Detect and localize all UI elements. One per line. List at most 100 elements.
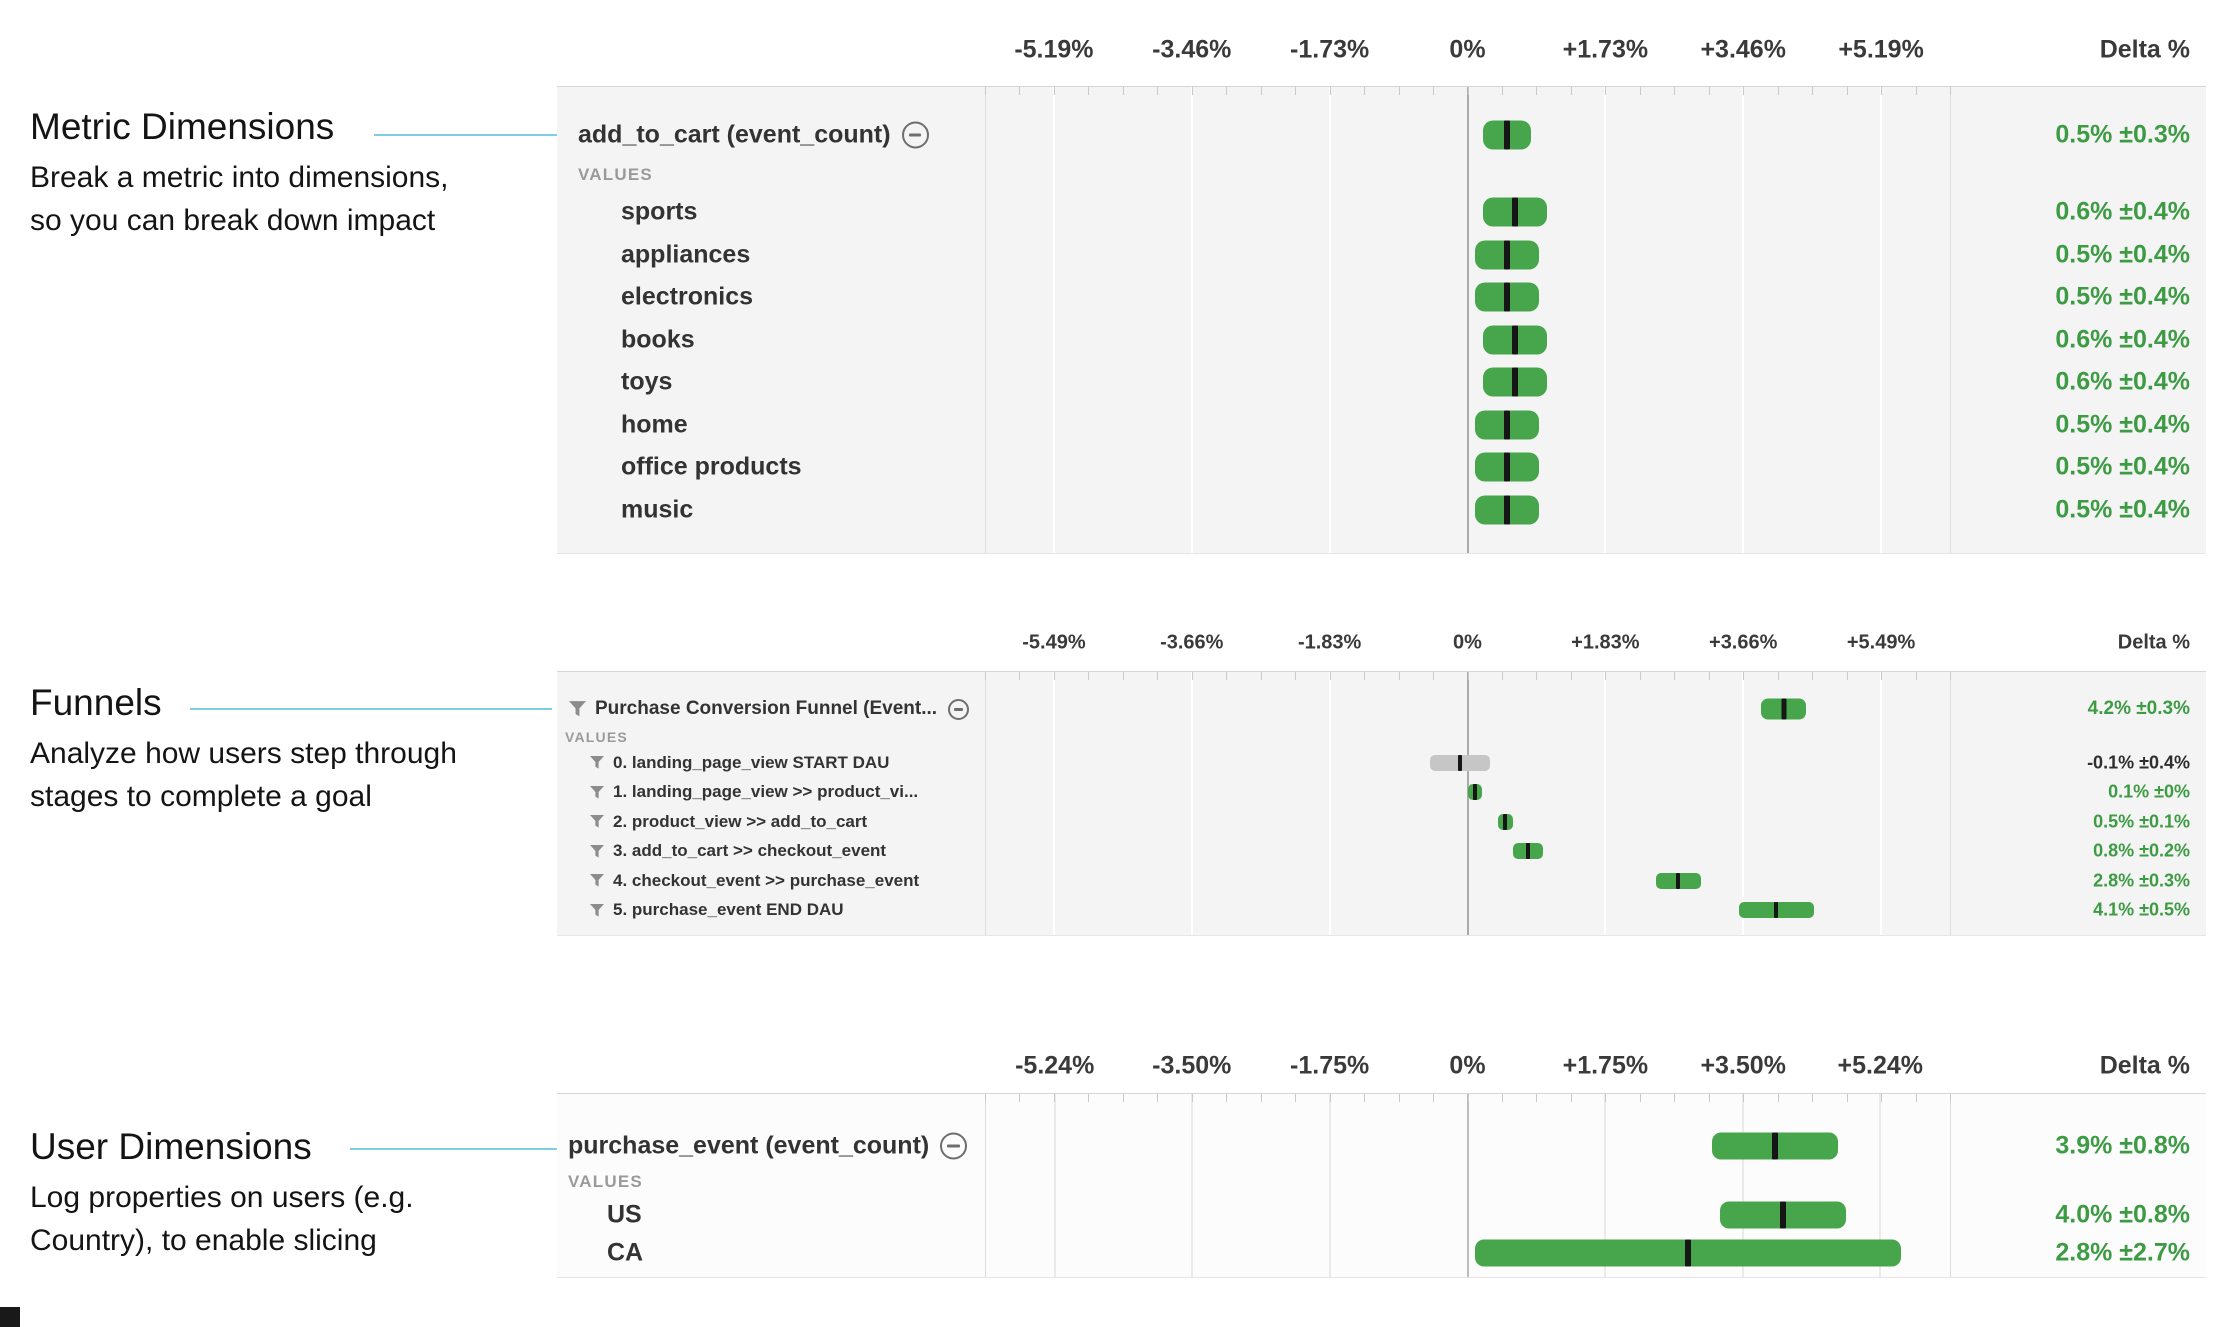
minus-circle-icon[interactable] <box>940 1132 968 1160</box>
axis-minor-tick <box>1467 1094 1469 1102</box>
row-label: Purchase Conversion Funnel (Event... <box>569 698 970 720</box>
delta-value: 0.5% ±0.1% <box>2093 811 2190 832</box>
dimension-row[interactable]: home 0.5% ±0.4% <box>557 404 2206 447</box>
axis-minor-tick <box>1053 87 1055 95</box>
axis-tick-label: -3.66% <box>1160 631 1224 654</box>
confidence-interval-bar <box>1483 325 1548 355</box>
minus-glyph <box>947 1144 961 1148</box>
axis-gridline <box>1742 672 1745 935</box>
confidence-interval-bar <box>1483 197 1548 227</box>
axis-minor-tick <box>1674 1094 1676 1102</box>
axis-gridline <box>1604 1094 1607 1277</box>
axis-minor-tick <box>1536 672 1538 680</box>
axis-minor-tick <box>1743 87 1745 95</box>
confidence-interval-bar <box>1512 843 1543 860</box>
row-label: 3. add_to_cart >> checkout_event <box>590 841 886 861</box>
delta-value: 0.6% ±0.4% <box>2055 367 2190 396</box>
confidence-interval-bar <box>1429 754 1491 771</box>
values-heading-row: VALUES <box>557 159 2206 191</box>
axis-minor-tick <box>1295 672 1297 680</box>
dimension-row[interactable]: sports 0.6% ±0.4% <box>557 191 2206 234</box>
axis-minor-tick <box>985 87 986 95</box>
delta-value: 3.9% ±0.8% <box>2055 1131 2190 1160</box>
axis-tick-label: -1.73% <box>1290 35 1370 64</box>
confidence-interval-bar <box>1475 282 1540 312</box>
axis-minor-tick <box>1639 1094 1641 1102</box>
funnel-icon <box>590 815 604 828</box>
row-label: 0. landing_page_view START DAU <box>590 753 889 773</box>
axis-minor-tick <box>1605 1094 1607 1102</box>
metric-header-row[interactable]: purchase_event (event_count) 3.9% ±0.8% <box>557 1124 2206 1168</box>
axis-minor-tick <box>1295 1094 1297 1102</box>
axis-tick-label: 0% <box>1449 35 1486 64</box>
dimension-row[interactable]: 4. checkout_event >> purchase_event 2.8% … <box>557 866 2206 896</box>
axis-minor-tick <box>1570 87 1572 95</box>
axis-minor-tick <box>1501 672 1503 680</box>
delta-value: 2.8% ±2.7% <box>2055 1238 2190 1267</box>
axis-gridline <box>1190 87 1193 553</box>
point-estimate-tick <box>1504 120 1511 150</box>
axis-minor-tick <box>1433 672 1435 680</box>
metric-header-row[interactable]: add_to_cart (event_count) 0.5% ±0.3% <box>557 111 2206 159</box>
dimension-row[interactable]: books 0.6% ±0.4% <box>557 319 2206 362</box>
row-label-text: 3. add_to_cart >> checkout_event <box>613 841 887 861</box>
axis-minor-tick <box>1226 87 1228 95</box>
row-label-text: 0. landing_page_view START DAU <box>613 752 890 772</box>
values-heading-row: VALUES <box>557 1168 2206 1196</box>
minus-glyph <box>953 707 964 711</box>
axis-minor-tick <box>1053 1094 1055 1102</box>
axis-minor-tick <box>1915 1094 1917 1102</box>
delta-value: 0.5% ±0.4% <box>2055 410 2190 439</box>
point-estimate-tick <box>1512 197 1519 227</box>
point-estimate-tick <box>1781 698 1787 720</box>
dimension-row[interactable]: music 0.5% ±0.4% <box>557 489 2206 532</box>
point-estimate-tick <box>1774 902 1779 919</box>
values-label: VALUES <box>578 165 653 184</box>
annotation-funnels: Funnels Analyze how users step through st… <box>30 682 457 818</box>
row-label-text: electronics <box>621 282 754 311</box>
confidence-interval-bar <box>1475 1239 1901 1267</box>
delta-value: 0.5% ±0.4% <box>2055 240 2190 269</box>
metric-header-row[interactable]: Purchase Conversion Funnel (Event... 4.2%… <box>557 692 2206 726</box>
rows-container: Purchase Conversion Funnel (Event... 4.2%… <box>557 672 2206 925</box>
axis-gridline <box>1879 1094 1882 1277</box>
axis-gridline <box>1328 87 1331 553</box>
axis-minor-tick <box>1157 1094 1159 1102</box>
dimension-row[interactable]: appliances 0.5% ±0.4% <box>557 234 2206 277</box>
dimension-row[interactable]: electronics 0.5% ±0.4% <box>557 276 2206 319</box>
confidence-interval-bar <box>1475 452 1540 482</box>
funnel-icon <box>569 701 586 717</box>
axis-tick-label: +3.50% <box>1700 1051 1786 1080</box>
dimension-row[interactable]: 5. purchase_event END DAU 4.1% ±0.5% <box>557 896 2206 926</box>
dimension-row[interactable]: 3. add_to_cart >> checkout_event 0.8% ±0.… <box>557 837 2206 867</box>
dimension-row[interactable]: 1. landing_page_view >> product_vi... 0.1… <box>557 778 2206 808</box>
delta-value: 0.6% ±0.4% <box>2055 325 2190 354</box>
row-label: toys <box>621 368 672 397</box>
annotation-metric-dimensions: Metric Dimensions Break a metric into di… <box>30 106 449 242</box>
axis-minor-tick <box>1536 87 1538 95</box>
row-label-text: music <box>621 495 694 524</box>
axis-gridline <box>1053 1094 1056 1277</box>
dimension-row[interactable]: 0. landing_page_view START DAU -0.1% ±0.4… <box>557 748 2206 778</box>
axis-minor-tick <box>1433 1094 1435 1102</box>
dimension-row[interactable]: office products 0.5% ±0.4% <box>557 446 2206 489</box>
values-label: VALUES <box>565 729 628 745</box>
axis-minor-tick <box>1191 1094 1193 1102</box>
dimension-row[interactable]: US 4.0% ±0.8% <box>557 1196 2206 1234</box>
dimension-row[interactable]: CA 2.8% ±2.7% <box>557 1234 2206 1272</box>
axis-minor-tick <box>1019 1094 1021 1102</box>
dimension-row[interactable]: toys 0.6% ±0.4% <box>557 361 2206 404</box>
row-label: sports <box>621 198 697 227</box>
grid-layer <box>557 87 2206 553</box>
row-label-text: 4. checkout_event >> purchase_event <box>613 870 920 890</box>
axis-minor-tick <box>1777 87 1779 95</box>
axis-minor-tick <box>1122 87 1124 95</box>
minus-circle-icon[interactable] <box>948 698 970 720</box>
axis-minor-tick <box>1122 672 1124 680</box>
delta-value: 4.1% ±0.5% <box>2093 899 2190 920</box>
dimension-row[interactable]: 2. product_view >> add_to_cart 0.5% ±0.1% <box>557 807 2206 837</box>
point-estimate-tick <box>1685 1239 1692 1267</box>
delta-value: 0.8% ±0.2% <box>2093 840 2190 861</box>
minus-circle-icon[interactable] <box>901 121 929 149</box>
plot-edge-line <box>985 672 986 935</box>
